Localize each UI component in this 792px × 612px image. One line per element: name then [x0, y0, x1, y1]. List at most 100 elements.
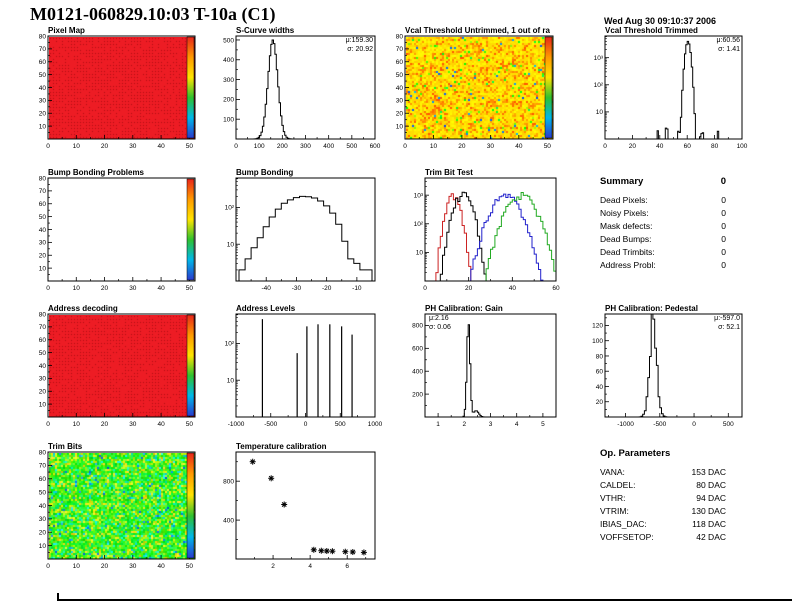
ph-gain-title: PH Calibration: Gain	[425, 304, 503, 313]
summary-row-label: Dead Trimbits:	[600, 247, 655, 257]
svg-text:30: 30	[129, 421, 137, 428]
svg-text:20: 20	[39, 253, 47, 260]
pixel-map-title: Pixel Map	[48, 26, 85, 35]
address-levels-title: Address Levels	[236, 304, 296, 313]
svg-text:10³: 10³	[414, 192, 424, 199]
svg-text:10³: 10³	[594, 55, 604, 62]
temperature-calibration-plot: 400 800 2 4 6	[223, 451, 376, 570]
svg-text:-10: -10	[352, 285, 362, 292]
svg-text:80: 80	[596, 353, 604, 360]
stat-sigma: σ: 1.41	[718, 45, 740, 53]
op-parameter-value: 153 DAC	[691, 467, 727, 477]
svg-text:2: 2	[271, 563, 275, 570]
svg-text:20: 20	[101, 421, 109, 428]
svg-text:0: 0	[46, 143, 50, 150]
svg-text:20: 20	[596, 399, 604, 406]
svg-text:20: 20	[629, 143, 637, 150]
bump-bonding-title: Bump Bonding	[236, 168, 294, 177]
svg-text:70: 70	[39, 188, 47, 195]
svg-text:10: 10	[227, 242, 235, 249]
op-parameters-header: Op. Parameters	[600, 448, 726, 459]
summary-row-value: 0	[721, 208, 726, 218]
ph-gain-panel: PH Calibration: Gain μ:2.16 σ: 0.06 200 4…	[396, 302, 581, 438]
address-decoding-title: Address decoding	[48, 304, 118, 313]
page-title: M0121-060829.10:03 T-10a (C1)	[30, 4, 276, 24]
trim-bit-test-plot: 10 10² 10³ 0 20 40 60	[414, 177, 560, 292]
timestamp: Wed Aug 30 09:10:37 2006	[604, 16, 717, 26]
svg-text:0: 0	[423, 285, 427, 292]
svg-text:20: 20	[101, 285, 109, 292]
page-frame-bottom-rule	[57, 599, 792, 601]
vcal-untrimmed-panel: Vcal Threshold Untrimmed, 1 out of ra 0 1…	[376, 24, 572, 160]
svg-text:200: 200	[223, 97, 234, 104]
svg-text:50: 50	[544, 143, 552, 150]
svg-text:50: 50	[39, 489, 47, 496]
svg-text:100: 100	[254, 143, 265, 150]
svg-text:40: 40	[39, 503, 47, 510]
svg-text:50: 50	[396, 72, 404, 79]
ph-calibration-pedestal-plot: 20 40 60 80 100 120 -1000 -500 0 500	[592, 313, 743, 428]
svg-text:400: 400	[412, 369, 423, 376]
svg-text:10: 10	[73, 143, 81, 150]
svg-text:20: 20	[39, 389, 47, 396]
op-parameter-value: 80 DAC	[696, 480, 726, 490]
svg-text:10: 10	[227, 378, 235, 385]
svg-text:10: 10	[73, 285, 81, 292]
op-parameter-row: VOFFSETOP: 42 DAC	[600, 531, 726, 544]
bump-bonding-problems-panel: Bump Bonding Problems 0 10 20 30 40 50 10 20 30 4…	[18, 166, 210, 302]
svg-text:0: 0	[46, 563, 50, 570]
bump-bonding-panel: Bump Bonding 10 10² -40 -30 -20 -10	[206, 166, 391, 302]
svg-text:4: 4	[308, 563, 312, 570]
svg-text:70: 70	[39, 463, 47, 470]
svg-text:40: 40	[39, 85, 47, 92]
svg-text:30: 30	[129, 285, 137, 292]
op-parameter-row: VTHR: 94 DAC	[600, 492, 726, 505]
vcal-trimmed-panel: Vcal Threshold Trimmed μ:60.56 σ: 1.41 1…	[576, 24, 776, 160]
svg-text:0: 0	[46, 421, 50, 428]
trim-bits-heatmap-canvas	[48, 452, 195, 559]
summary-row-value: 0	[721, 247, 726, 257]
address-decoding-heatmap-canvas	[48, 314, 195, 417]
summary-row-label: Dead Bumps:	[600, 234, 652, 244]
op-parameter-label: VTHR:	[600, 493, 626, 503]
svg-text:50: 50	[186, 143, 194, 150]
stat-sigma: σ: 20.92	[347, 45, 373, 53]
s-curve-widths-stats: μ:159.30 σ: 20.92	[346, 37, 373, 54]
svg-text:10: 10	[39, 401, 47, 408]
op-parameters-block: Op. Parameters VANA: 153 DAC CALDEL: 80 …	[600, 448, 726, 544]
svg-text:500: 500	[335, 421, 346, 428]
summary-row-value: 0	[721, 221, 726, 231]
svg-text:10: 10	[73, 421, 81, 428]
svg-text:20: 20	[458, 143, 466, 150]
stat-sigma: σ: 0.06	[429, 323, 451, 331]
svg-text:50: 50	[39, 72, 47, 79]
svg-text:60: 60	[596, 369, 604, 376]
summary-row: Dead Bumps: 0	[600, 233, 726, 246]
svg-text:500: 500	[723, 421, 734, 428]
summary-header: Summary 0	[600, 176, 726, 187]
svg-text:40: 40	[39, 227, 47, 234]
svg-text:100: 100	[223, 116, 234, 123]
svg-text:60: 60	[39, 337, 47, 344]
pixel-map-heatmap-canvas	[48, 36, 195, 139]
bump-bonding-plot: 10 10² -40 -30 -20 -10	[225, 177, 376, 292]
vcal-threshold-untrimmed-heatmap-canvas	[405, 36, 553, 139]
svg-text:50: 50	[186, 563, 194, 570]
svg-text:40: 40	[39, 363, 47, 370]
svg-text:10: 10	[39, 265, 47, 272]
summary-row-label: Address Probl:	[600, 260, 656, 270]
svg-text:60: 60	[396, 59, 404, 66]
svg-text:20: 20	[39, 111, 47, 118]
svg-text:10: 10	[596, 109, 604, 116]
s-curve-widths-title: S-Curve widths	[236, 26, 295, 35]
svg-text:10: 10	[39, 543, 47, 550]
svg-text:100: 100	[737, 143, 748, 150]
bump-bonding-problems-title: Bump Bonding Problems	[48, 168, 144, 177]
svg-text:80: 80	[39, 175, 47, 182]
address-levels-panel: Address Levels 10 10² -1000 -500 0 500 1000	[206, 302, 391, 438]
svg-text:30: 30	[39, 516, 47, 523]
stat-mu: μ:-597.0	[714, 315, 740, 322]
svg-text:-1000: -1000	[228, 421, 245, 428]
op-parameter-value: 42 DAC	[696, 532, 726, 542]
summary-row: Dead Pixels: 0	[600, 194, 726, 207]
